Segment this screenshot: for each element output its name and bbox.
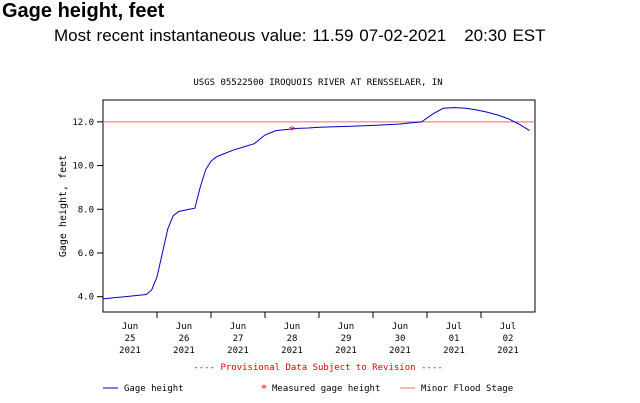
x-tick-label: 28 (287, 334, 298, 344)
provisional-notice: ---- Provisional Data Subject to Revisio… (193, 363, 442, 373)
legend-gage-height-label: Gage height (124, 384, 184, 394)
page-title: Gage height, feet (2, 0, 165, 22)
series-group (102, 107, 530, 300)
x-tick-label: Jun (230, 322, 246, 332)
recent-date: 07-02-2021 (359, 26, 447, 45)
y-tick-label: 4.0 (78, 293, 94, 303)
x-tick-label: 2021 (173, 346, 195, 356)
x-tick-label: 2021 (335, 346, 357, 356)
x-tick-label: 2021 (443, 346, 465, 356)
x-tick-label: Jun (392, 322, 408, 332)
x-tick-label: 02 (503, 334, 514, 344)
legend: Gage height * Measured gage height Minor… (103, 381, 513, 395)
y-axis-label: Gage height, feet (58, 155, 69, 257)
x-tick-label: 25 (125, 334, 136, 344)
x-tick-label: Jun (338, 322, 354, 332)
recent-time: 20:30 EST (464, 26, 546, 45)
measured-point: * (289, 123, 296, 138)
legend-measured-marker: * (261, 381, 267, 395)
x-tick-label: 2021 (281, 346, 303, 356)
recent-value-line: Most recent instantaneous value: 11.59 0… (54, 26, 546, 46)
gage-height-series-line (102, 107, 530, 300)
recent-label: Most recent instantaneous value: (54, 26, 307, 45)
y-tick-label: 6.0 (78, 249, 94, 259)
x-tick-label: Jul (500, 322, 516, 332)
x-tick-label: 2021 (227, 346, 249, 356)
y-axis: 4.0 6.0 8.0 10.0 12.0 (72, 118, 103, 303)
x-tick-label: 2021 (497, 346, 519, 356)
legend-flood-label: Minor Flood Stage (421, 384, 513, 394)
y-tick-label: 12.0 (72, 118, 94, 128)
measured-markers: * (289, 123, 296, 138)
x-tick-label: 30 (395, 334, 406, 344)
chart-title: USGS 05522500 IROQUOIS RIVER AT RENSSELA… (193, 78, 442, 88)
x-tick-label: Jun (122, 322, 138, 332)
x-tick-label: 01 (449, 334, 460, 344)
y-tick-label: 10.0 (72, 162, 94, 172)
y-tick-label: 8.0 (78, 205, 94, 215)
x-tick-label: Jun (284, 322, 300, 332)
x-tick-label: 29 (341, 334, 352, 344)
x-tick-label: 2021 (119, 346, 141, 356)
x-axis: Jun 25 2021 Jun 26 2021 Jun 27 2021 Jun 28 2021 Jun 2… (119, 312, 519, 356)
x-tick-label: Jul (446, 322, 462, 332)
x-tick-label: 27 (233, 334, 244, 344)
recent-value: 11.59 (312, 26, 354, 45)
x-tick-label: 2021 (389, 346, 411, 356)
x-tick-label: 26 (179, 334, 190, 344)
plot-area (102, 99, 536, 313)
x-tick-label: Jun (176, 322, 192, 332)
legend-measured-label: Measured gage height (272, 384, 380, 394)
